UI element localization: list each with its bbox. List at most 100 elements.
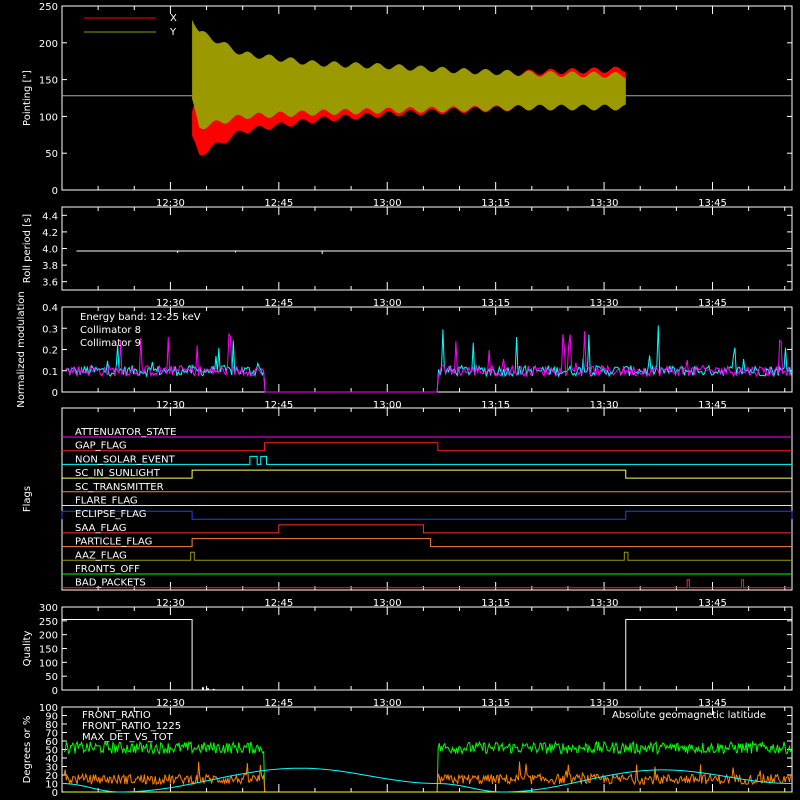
flag-label: FRONTS_OFF — [75, 564, 140, 575]
panel-frame — [61, 5, 793, 191]
y-tick-label: 80 — [45, 720, 58, 731]
flag-trace-aaz-flag — [62, 551, 792, 561]
modulation-collimator-8 — [65, 325, 792, 393]
y-tick-label: 0 — [52, 686, 58, 697]
flag-label: PARTICLE_FLAG — [75, 537, 152, 548]
x-tick-label: 13:00 — [373, 198, 402, 209]
x-tick-label: 13:15 — [481, 698, 510, 709]
x-tick-label: 13:45 — [698, 598, 727, 609]
legend-label-y: Y — [169, 27, 177, 38]
y-tick-label: 3.8 — [42, 261, 58, 272]
y-axis-label: Roll period [s] — [22, 214, 33, 283]
x-tick-label: 13:30 — [590, 298, 619, 309]
flag-label: FLARE_FLAG — [75, 496, 138, 507]
x-tick-label: 12:45 — [264, 298, 293, 309]
flag-label: SC_IN_SUNLIGHT — [75, 468, 161, 479]
y-tick-label: 0.3 — [42, 324, 58, 335]
y-tick-label: 50 — [45, 672, 58, 683]
quality-line — [62, 618, 792, 691]
pointing-y-band — [192, 19, 626, 130]
y-tick-label: 150 — [39, 76, 58, 87]
x-tick-label: 13:00 — [373, 698, 402, 709]
flag-trace-bad-packets — [62, 579, 792, 589]
y-tick-label: 150 — [39, 645, 58, 656]
panel-2: Roll period [s] 3.6 3.8 4.0 4.2 4.4 12:30 12:45… — [22, 206, 793, 309]
legend-label-ratio: FRONT_RATIO_1225 — [82, 721, 181, 732]
x-tick-label: 13:00 — [373, 400, 402, 411]
x-tick-label: 13:30 — [590, 198, 619, 209]
x-tick-label: 13:15 — [481, 198, 510, 209]
ratio-front-ratio-1225 — [63, 740, 792, 793]
x-tick-label: 12:30 — [156, 400, 185, 411]
y-tick-label: 30 — [45, 763, 58, 774]
geomagnetic-latitude-line — [61, 767, 793, 793]
legend-label-ratio: MAX_DET_VS_TOT — [82, 732, 174, 743]
y-tick-label: 10 — [45, 780, 58, 791]
flag-trace-particle-flag — [62, 538, 792, 548]
y-tick-label: 250 — [39, 2, 58, 13]
x-tick-label: 13:15 — [481, 598, 510, 609]
flag-label: SAA_FLAG — [75, 523, 126, 534]
x-tick-label: 12:30 — [156, 698, 185, 709]
flag-label: AAZ_FLAG — [75, 550, 127, 561]
y-tick-label: 50 — [45, 149, 58, 160]
panel-frame — [61, 206, 793, 291]
y-tick-label: 200 — [39, 631, 58, 642]
y-tick-label: 60 — [45, 737, 58, 748]
legend-label-ratio: FRONT_RATIO — [82, 710, 151, 721]
y-tick-label: 40 — [45, 754, 58, 765]
x-tick-label: 12:30 — [156, 598, 185, 609]
x-tick-label: 13:45 — [698, 198, 727, 209]
flag-label: BAD_PACKETS — [75, 578, 146, 589]
x-tick-label: 12:30 — [156, 298, 185, 309]
x-tick-label: 12:45 — [264, 598, 293, 609]
y-tick-label: 0.2 — [42, 346, 58, 357]
x-tick-label: 13:30 — [590, 598, 619, 609]
y-tick-label: 0 — [52, 388, 58, 399]
y-tick-label: 100 — [39, 112, 58, 123]
flag-trace-non-solar-event — [62, 455, 792, 465]
x-tick-label: 13:45 — [698, 298, 727, 309]
legend-label-latitude: Absolute geomagnetic latitude — [612, 710, 766, 721]
y-tick-label: 300 — [39, 603, 58, 614]
y-tick-label: 20 — [45, 771, 58, 782]
y-tick-label: 50 — [45, 746, 58, 757]
y-axis-label: Flags — [22, 486, 33, 512]
y-axis-label: Pointing ["] — [22, 70, 33, 126]
x-tick-label: 12:45 — [264, 698, 293, 709]
x-tick-label: 12:30 — [156, 198, 185, 209]
y-axis-label: Quality — [22, 631, 33, 667]
flag-label: ATTENUATOR_STATE — [75, 427, 176, 438]
modulation-collimator-9 — [65, 331, 792, 393]
flag-trace-gap-flag — [62, 442, 792, 452]
x-tick-label: 13:00 — [373, 298, 402, 309]
flag-trace-sc-in-sunlight — [62, 469, 792, 479]
x-tick-label: 12:45 — [264, 400, 293, 411]
y-tick-label: 200 — [39, 39, 58, 50]
y-tick-label: 3.6 — [42, 278, 58, 289]
flag-label: GAP_FLAG — [75, 441, 127, 452]
legend-label-x: X — [170, 13, 177, 24]
panel-1: Pointing ["] 0 50 100 150 200 250 12:30 12:45 13:… — [22, 2, 793, 209]
y-tick-label: 4.0 — [42, 245, 58, 256]
flag-trace-saa-flag — [62, 524, 792, 534]
panel-3: Normalized modulation 0 0.1 0.2 0.3 0.4 12:30 1… — [16, 291, 793, 411]
x-tick-label: 13:45 — [698, 698, 727, 709]
x-tick-label: 13:15 — [481, 298, 510, 309]
y-tick-label: 70 — [45, 729, 58, 740]
y-tick-label: 100 — [39, 658, 58, 669]
flag-label: ECLIPSE_FLAG — [75, 509, 146, 520]
x-tick-label: 12:45 — [264, 198, 293, 209]
y-tick-label: 4.4 — [42, 211, 58, 222]
flag-label: NON_SOLAR_EVENT — [75, 454, 176, 465]
panel-4: Flags 12:30 12:45 13:00 13:15 13:30 13:45 ATTEN… — [22, 407, 793, 609]
legend-label-collimator: Collimator 9 — [80, 338, 141, 349]
x-tick-label: 13:45 — [698, 400, 727, 411]
y-tick-label: 0.4 — [42, 303, 58, 314]
x-tick-label: 13:30 — [590, 698, 619, 709]
y-tick-label: 0 — [52, 788, 58, 799]
x-tick-label: 13:00 — [373, 598, 402, 609]
